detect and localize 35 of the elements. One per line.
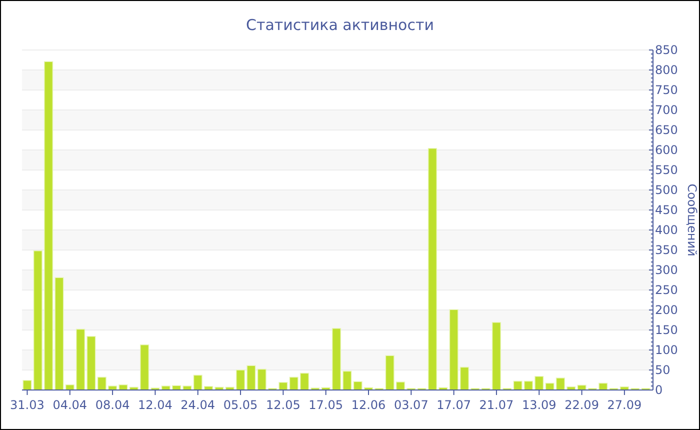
x-tick-label: 17.07 <box>436 398 471 412</box>
y-tick-label: 50 <box>655 363 670 377</box>
x-tick-label: 13.09 <box>522 398 556 412</box>
x-tick-label: 27.09 <box>607 398 642 412</box>
x-tick-label: 12.06 <box>351 398 386 412</box>
y-tick-label: 150 <box>655 323 678 337</box>
y-tick-label: 100 <box>655 343 678 357</box>
x-tick-label: 03.07 <box>394 398 428 412</box>
y-tick-label: 550 <box>655 163 678 177</box>
y-tick-label: 0 <box>655 383 663 397</box>
x-tick-label: 31.03 <box>10 398 44 412</box>
y-tick-label: 400 <box>655 223 678 237</box>
y-tick-label: 250 <box>655 283 678 297</box>
y-axis-title: Сообщений <box>685 184 699 256</box>
y-tick-label: 750 <box>655 83 678 97</box>
y-tick-label: 200 <box>655 303 678 317</box>
y-tick-label: 850 <box>655 43 678 57</box>
y-tick-label: 650 <box>655 123 678 137</box>
chart-title: Статистика активности <box>246 16 434 34</box>
y-tick-label: 700 <box>655 103 678 117</box>
x-tick-label: 24.04 <box>180 398 216 412</box>
x-tick-label: 08.04 <box>95 398 130 412</box>
y-tick-label: 450 <box>655 203 678 217</box>
x-tick-label: 21.07 <box>479 398 514 412</box>
y-tick-label: 300 <box>655 263 678 277</box>
y-tick-label: 800 <box>655 63 678 77</box>
y-tick-label: 350 <box>655 243 678 257</box>
x-tick-label: 12.05 <box>266 398 300 412</box>
x-tick-label: 22.09 <box>564 398 599 412</box>
x-tick-label: 17.05 <box>308 398 344 412</box>
y-tick-label: 500 <box>655 183 678 197</box>
y-tick-label: 600 <box>655 143 678 157</box>
x-tick-label: 04.04 <box>52 398 88 412</box>
x-tick-label: 12.04 <box>138 398 172 412</box>
x-tick-label: 05.05 <box>223 398 258 412</box>
